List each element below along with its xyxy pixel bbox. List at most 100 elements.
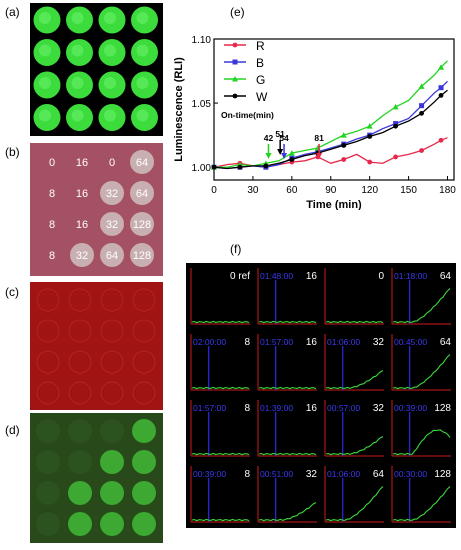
trace-curve — [191, 320, 250, 324]
spot-highlight — [104, 12, 116, 24]
data-point — [232, 93, 238, 99]
annotation-label: 54 — [279, 133, 289, 143]
trace-cell: 01:48:00 16 — [257, 268, 317, 325]
trace-time-label: 00:51:00 — [260, 469, 293, 479]
fluorescent-spot — [100, 512, 124, 536]
fluorescent-spot — [132, 450, 156, 474]
faint-spot-ring — [36, 319, 60, 343]
dim-spot — [36, 450, 60, 474]
dim-spot — [68, 450, 92, 474]
data-point — [367, 159, 373, 165]
faint-spot-ring — [132, 381, 156, 405]
panel-label-b: (b) — [5, 145, 20, 159]
trace-concentration-label: 8 — [244, 469, 250, 480]
data-point — [438, 137, 444, 143]
trace-time-label: 00:45:00 — [394, 337, 427, 347]
x-tick-label: 120 — [361, 185, 378, 196]
x-axis-label: Time (min) — [306, 199, 362, 210]
data-point — [438, 64, 445, 70]
data-point — [314, 144, 321, 151]
panel-label-a: (a) — [5, 5, 20, 19]
annotation-arrowhead — [265, 153, 272, 159]
trace-cell: 01:39:00 16 — [257, 400, 317, 457]
trace-curve — [392, 288, 451, 324]
plate-number-label: 64 — [106, 250, 118, 262]
faint-spot-ring — [68, 381, 92, 405]
data-point — [419, 148, 424, 153]
spot-highlight — [39, 44, 51, 57]
trace-curve — [258, 386, 317, 390]
spot-highlight — [136, 12, 149, 24]
data-point — [288, 150, 295, 156]
data-point — [211, 164, 217, 170]
data-point — [419, 103, 425, 109]
panel-b-plate-photo: 0 16 0 64 8 16 32 64 8 16 32 128 8 32 64 128 — [30, 143, 163, 276]
plate-spot — [70, 243, 94, 267]
plot-frame — [213, 38, 455, 181]
trace-cell: 00:39:00 128 — [391, 400, 451, 457]
trace-cell: 01:18:00 64 — [391, 268, 451, 325]
trace-time-label: 01:06:00 — [327, 469, 360, 479]
data-point — [418, 83, 425, 89]
trace-time-label: 02:00:00 — [193, 337, 226, 347]
faint-spot-ring — [68, 350, 92, 374]
faint-spot-ring — [68, 288, 92, 312]
plate-spot — [100, 243, 124, 267]
y-tick-label: 1.10 — [192, 35, 212, 46]
trace-curve — [258, 502, 317, 522]
fluorescent-spot — [100, 481, 124, 505]
trace-curve — [191, 452, 250, 456]
plate-number-label: 32 — [106, 188, 118, 200]
plate-number-label: 16 — [76, 188, 88, 200]
annotation-arrowhead — [277, 149, 284, 155]
spot-highlight — [39, 77, 51, 89]
trace-cell: 00:30:00 128 — [391, 466, 451, 523]
trace-concentration-label: 64 — [440, 337, 452, 348]
spot-highlight — [71, 44, 84, 57]
legend-label: B — [256, 56, 264, 70]
faint-spot-ring — [132, 350, 156, 374]
fluorescent-spot — [132, 512, 156, 536]
series-W — [211, 89, 448, 170]
dim-spot — [100, 419, 124, 443]
legend-label: R — [256, 39, 265, 53]
data-point — [393, 154, 399, 160]
trace-curve — [325, 320, 384, 324]
trace-time-label: 01:06:00 — [327, 337, 360, 347]
series-B — [211, 80, 448, 170]
plate-number-label: 128 — [133, 219, 151, 231]
trace-time-label: 01:57:00 — [260, 337, 293, 347]
dim-spot — [36, 419, 60, 443]
trace-cell: 00:45:00 64 — [391, 334, 452, 391]
trace-cell: 0 ref — [190, 268, 250, 325]
legend-label: W — [256, 90, 268, 104]
spot-highlight — [39, 12, 51, 24]
panel-e-chart: 0 30 60 90 120 150 180 1.00 1.05 1.10 Time (min) Lu… — [173, 35, 456, 210]
plate-number-label: 32 — [106, 219, 118, 231]
trace-cell: 02:00:00 8 — [190, 334, 250, 391]
series-line — [213, 89, 448, 170]
plate-number-label: 64 — [136, 157, 148, 169]
trace-cell: 00:39:00 8 — [190, 466, 250, 523]
data-point — [393, 123, 399, 129]
fluorescent-spot — [68, 512, 92, 536]
data-point — [263, 163, 269, 169]
faint-spot-ring — [100, 288, 124, 312]
spot-highlight — [71, 12, 84, 24]
data-point — [438, 93, 444, 98]
trace-time-label: 01:39:00 — [260, 403, 293, 413]
faint-spot-ring — [132, 288, 156, 312]
data-point — [392, 103, 399, 110]
annotation-label: 42 — [264, 133, 274, 143]
plate-number-label: 0 — [49, 157, 55, 169]
y-tick-label: 1.00 — [192, 163, 212, 174]
faint-spot-ring — [36, 288, 60, 312]
panel-label-c: (c) — [5, 285, 19, 299]
spot-highlight — [71, 77, 84, 89]
trace-curve — [392, 429, 451, 456]
data-point — [232, 76, 238, 82]
dim-spot — [36, 481, 60, 505]
trace-cell: 00:57:00 32 — [324, 400, 384, 457]
data-point — [419, 110, 424, 116]
trace-curve — [392, 354, 451, 390]
